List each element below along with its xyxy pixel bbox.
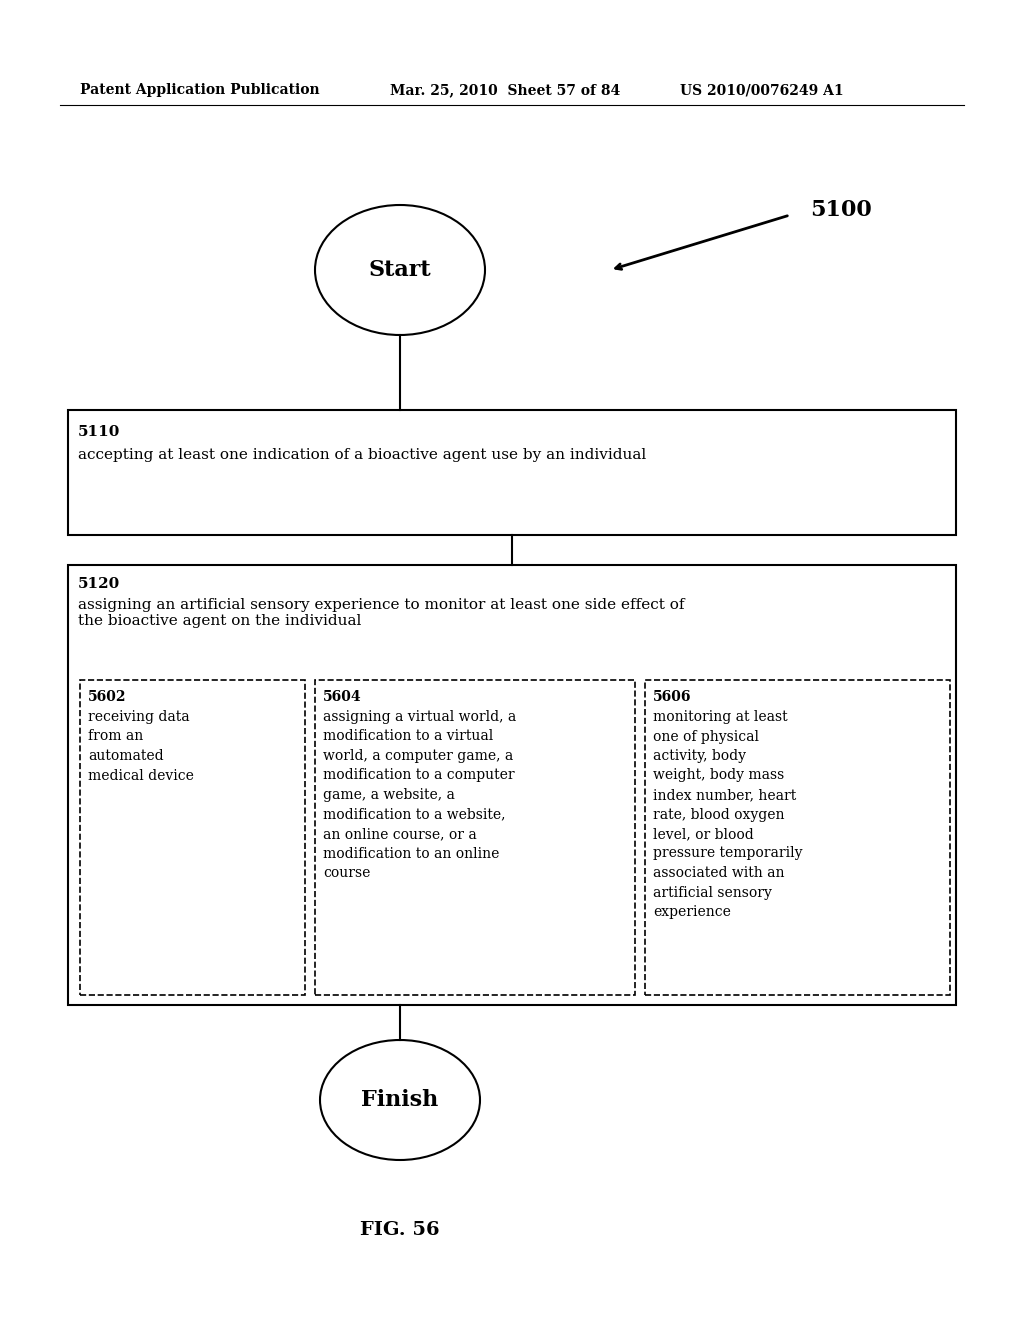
Text: Mar. 25, 2010  Sheet 57 of 84: Mar. 25, 2010 Sheet 57 of 84 [390,83,621,96]
Text: assigning an artificial sensory experience to monitor at least one side effect o: assigning an artificial sensory experien… [78,598,684,628]
Text: FIG. 56: FIG. 56 [360,1221,440,1239]
Text: accepting at least one indication of a bioactive agent use by an individual: accepting at least one indication of a b… [78,447,646,462]
Text: 5120: 5120 [78,577,120,591]
Text: US 2010/0076249 A1: US 2010/0076249 A1 [680,83,844,96]
Text: Start: Start [369,259,431,281]
Text: 5100: 5100 [810,199,871,220]
Text: Patent Application Publication: Patent Application Publication [80,83,319,96]
Text: 5602: 5602 [88,690,127,704]
Text: 5110: 5110 [78,425,121,440]
Text: 5606: 5606 [653,690,691,704]
Text: Finish: Finish [361,1089,438,1111]
Text: receiving data
from an
automated
medical device: receiving data from an automated medical… [88,710,194,783]
Text: assigning a virtual world, a
modification to a virtual
world, a computer game, a: assigning a virtual world, a modificatio… [323,710,516,880]
Text: monitoring at least
one of physical
activity, body
weight, body mass
index numbe: monitoring at least one of physical acti… [653,710,803,919]
Text: 5604: 5604 [323,690,361,704]
